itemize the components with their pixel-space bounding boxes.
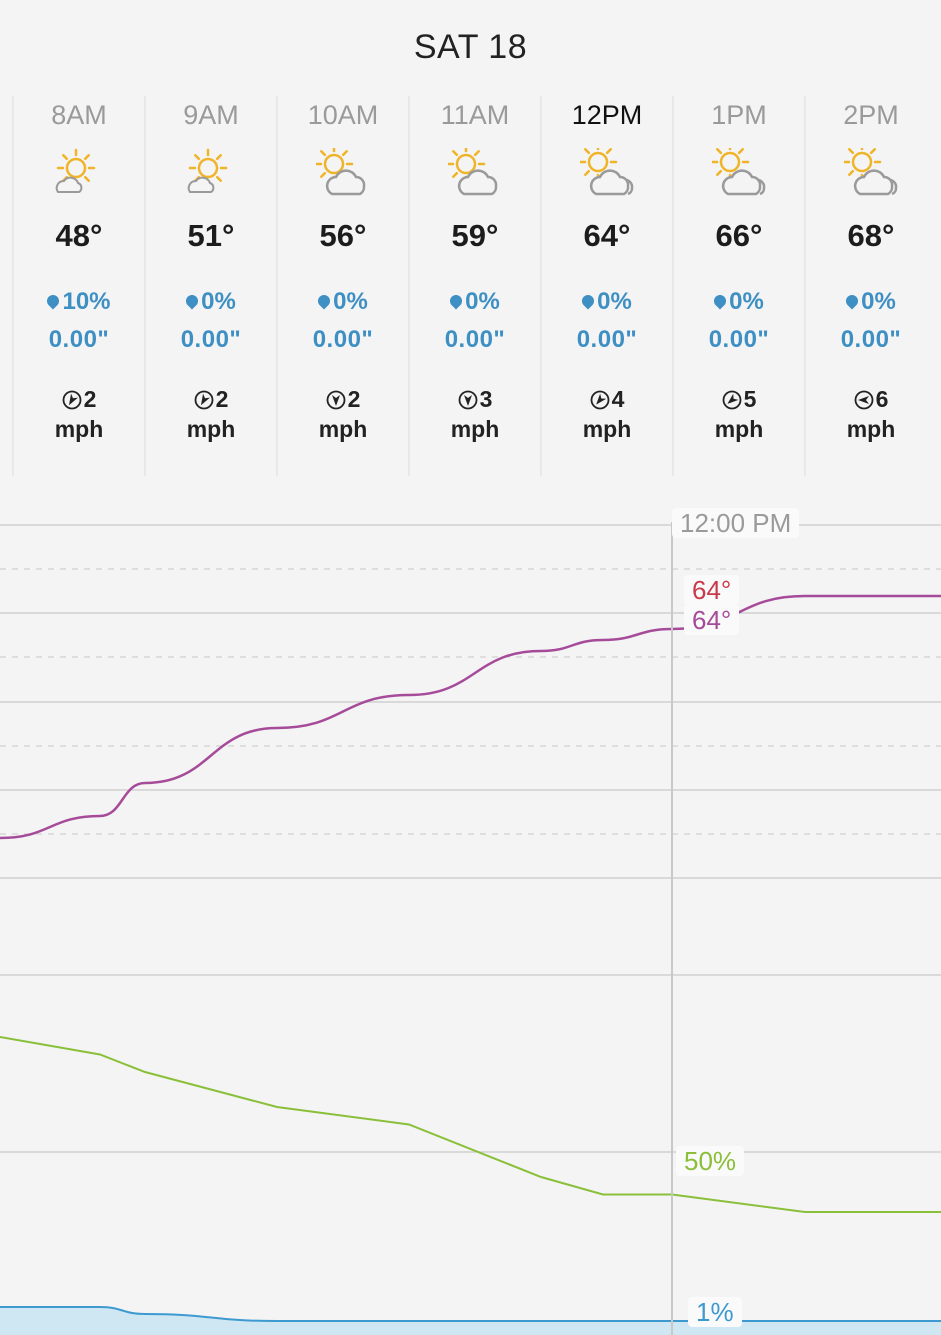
day-title: SAT 18 xyxy=(413,28,528,66)
hour-wind: 4 xyxy=(542,386,672,413)
hour-wind: 6 xyxy=(806,386,936,413)
raindrop-icon xyxy=(843,292,861,310)
hour-precip-amount: 0.00" xyxy=(444,326,506,353)
feels-like-value-label: 64° xyxy=(684,605,740,635)
hour-precip-amount: 0.00" xyxy=(708,326,770,353)
wind-speed: 2 xyxy=(215,386,229,412)
wind-direction-icon xyxy=(62,390,81,410)
wind-unit: mph xyxy=(318,416,368,442)
chart-gridlines xyxy=(0,524,941,1153)
hour-precip-chance: 0% xyxy=(410,288,540,316)
temperature-value-label: 64° xyxy=(684,575,740,605)
hour-precip-chance: 0% xyxy=(542,288,672,316)
hour-temperature: 51° xyxy=(187,218,235,253)
precip-chance-value: 0% xyxy=(201,288,236,315)
wind-speed: 2 xyxy=(347,386,361,412)
wind-unit: mph xyxy=(714,416,764,442)
humidity-line xyxy=(0,1036,941,1213)
cursor-time-label: 12:00 PM xyxy=(672,508,800,538)
precip-area xyxy=(0,1305,941,1335)
hour-label: 11AM xyxy=(440,100,510,130)
sun-cloud-icon xyxy=(184,148,240,204)
precip-chance-value: 0% xyxy=(465,288,500,315)
wind-direction-icon xyxy=(854,390,873,410)
hour-wind: 3 xyxy=(410,386,540,413)
sun-cloud-icon xyxy=(52,148,108,204)
hour-temperature: 66° xyxy=(715,218,763,253)
wind-unit: mph xyxy=(582,416,632,442)
wind-direction-icon xyxy=(194,390,213,410)
hour-precip-chance: 0% xyxy=(278,288,408,316)
hour-label: 2PM xyxy=(843,100,899,130)
precip-line xyxy=(0,1305,941,1322)
hour-temperature: 68° xyxy=(847,218,895,253)
hour-label: 9AM xyxy=(183,100,239,130)
wind-direction-icon xyxy=(722,390,741,410)
hour-precip-chance: 0% xyxy=(674,288,804,316)
wind-direction-icon xyxy=(590,390,609,410)
hour-temperature: 64° xyxy=(583,218,631,253)
raindrop-icon xyxy=(183,292,201,310)
raindrop-icon xyxy=(44,292,62,310)
raindrop-icon xyxy=(447,292,465,310)
mostly-cloudy-icon xyxy=(710,142,768,204)
wind-unit: mph xyxy=(186,416,236,442)
hour-precip-amount: 0.00" xyxy=(312,326,374,353)
precip-chance-value: 0% xyxy=(333,288,368,315)
hour-precip-chance: 10% xyxy=(14,288,144,316)
mostly-cloudy-icon xyxy=(842,142,900,204)
hour-label: 1PM xyxy=(711,100,767,130)
hour-column[interactable]: 10AM 56° 0% 0.00" 2 mph xyxy=(276,96,408,476)
precip-chance-value: 0% xyxy=(861,288,896,315)
hour-precip-amount: 0.00" xyxy=(180,326,242,353)
hourly-chart[interactable] xyxy=(0,500,941,1335)
hour-column[interactable]: 12PM 64° 0% 0.00" 4 mph xyxy=(540,96,672,476)
hour-column[interactable]: 8AM 48° 10% 0.00" 2 mph xyxy=(12,96,144,476)
wind-speed: 3 xyxy=(479,386,493,412)
hour-column[interactable]: 9AM 51° 0% 0.00" 2 mph xyxy=(144,96,276,476)
wind-unit: mph xyxy=(846,416,896,442)
raindrop-icon xyxy=(315,292,333,310)
hour-column[interactable]: 11AM 59° 0% 0.00" 3 mph xyxy=(408,96,540,476)
temperature-line xyxy=(0,594,941,840)
hour-temperature: 56° xyxy=(319,218,367,253)
partly-cloudy-icon xyxy=(314,144,372,204)
partly-cloudy-icon xyxy=(446,144,504,204)
hour-precip-amount: 0.00" xyxy=(576,326,638,353)
hour-precip-amount: 0.00" xyxy=(840,326,902,353)
precip-chance-value: 0% xyxy=(729,288,764,315)
wind-speed: 4 xyxy=(611,386,625,412)
precip-chance-value: 10% xyxy=(62,288,111,315)
wind-speed: 5 xyxy=(743,386,757,412)
precip-chance-value: 0% xyxy=(597,288,632,315)
wind-unit: mph xyxy=(54,416,104,442)
hour-label: 8AM xyxy=(51,100,107,130)
hour-precip-chance: 0% xyxy=(806,288,936,316)
wind-unit: mph xyxy=(450,416,500,442)
precip-value-label: 1% xyxy=(688,1297,742,1327)
hour-column[interactable]: 1PM 66° 0% 0.00" 5 mph xyxy=(672,96,804,476)
mostly-cloudy-icon xyxy=(578,142,636,204)
humidity-value-label: 50% xyxy=(676,1146,745,1176)
wind-speed: 2 xyxy=(83,386,97,412)
wind-direction-icon xyxy=(458,390,477,410)
hour-label: 10AM xyxy=(307,100,379,130)
raindrop-icon xyxy=(711,292,729,310)
hour-precip-chance: 0% xyxy=(146,288,276,316)
hour-temperature: 48° xyxy=(55,218,103,253)
hour-column[interactable]: 2PM 68° 0% 0.00" 6 mph xyxy=(804,96,936,476)
hour-precip-amount: 0.00" xyxy=(48,326,110,353)
wind-speed: 6 xyxy=(875,386,889,412)
wind-direction-icon xyxy=(326,390,345,410)
hour-wind: 5 xyxy=(674,386,804,413)
hour-wind: 2 xyxy=(146,386,276,413)
hour-wind: 2 xyxy=(14,386,144,413)
hour-wind: 2 xyxy=(278,386,408,413)
hour-temperature: 59° xyxy=(451,218,499,253)
hour-label: 12PM xyxy=(571,100,643,130)
raindrop-icon xyxy=(579,292,597,310)
